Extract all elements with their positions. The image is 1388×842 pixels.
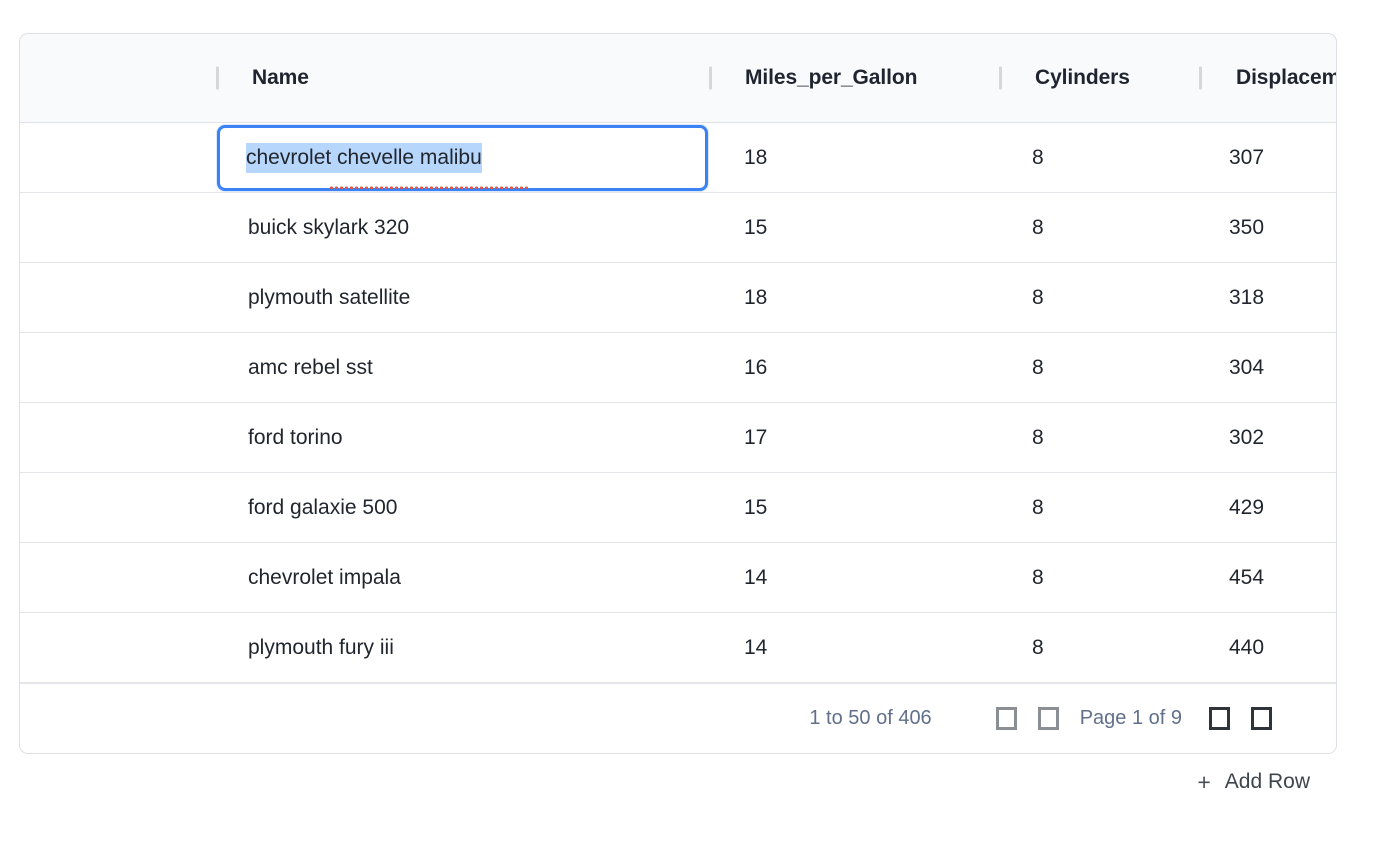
cell-cylinders[interactable]: 8 bbox=[1032, 216, 1044, 239]
cell-name[interactable]: plymouth fury iii bbox=[248, 636, 394, 659]
column-resize-grip-cylinders[interactable] bbox=[999, 66, 1002, 90]
column-header-cylinders[interactable]: Cylinders bbox=[999, 34, 1199, 123]
column-resize-grip-miles-per-gallon[interactable] bbox=[709, 66, 712, 90]
previous-page-icon bbox=[1038, 707, 1060, 730]
cell-miles-per-gallon[interactable]: 18 bbox=[744, 146, 768, 169]
add-row-label: Add Row bbox=[1224, 770, 1310, 793]
first-page-button[interactable] bbox=[986, 698, 1028, 740]
cell-cylinders[interactable]: 8 bbox=[1032, 146, 1044, 169]
cell-miles-per-gallon[interactable]: 14 bbox=[744, 566, 768, 589]
column-header-label-displacement: Displacement bbox=[1236, 66, 1337, 89]
cell-name[interactable]: plymouth satellite bbox=[248, 286, 411, 309]
row-select-cell[interactable] bbox=[20, 263, 216, 333]
row-select-cell[interactable] bbox=[20, 473, 216, 543]
column-header-displacement[interactable]: Displacement bbox=[1199, 34, 1337, 123]
cell-cylinders[interactable]: 8 bbox=[1032, 426, 1044, 449]
row-select-cell[interactable] bbox=[20, 333, 216, 403]
cell-displacement[interactable]: 440 bbox=[1229, 636, 1265, 659]
cell-displacement[interactable]: 350 bbox=[1229, 216, 1265, 239]
cell-name[interactable]: chevrolet chevelle malibu bbox=[216, 123, 709, 193]
table-row[interactable]: amc rebel sst 16 8 304 bbox=[20, 333, 1336, 403]
column-header-select[interactable] bbox=[20, 34, 216, 123]
grid-body: chevrolet chevelle malibu 18 8 307 buick… bbox=[20, 123, 1336, 683]
table-row[interactable]: buick skylark 320 15 8 350 bbox=[20, 193, 1336, 263]
previous-page-button[interactable] bbox=[1028, 698, 1070, 740]
cell-name[interactable]: chevrolet impala bbox=[248, 566, 401, 589]
cell-cylinders[interactable]: 8 bbox=[1032, 636, 1044, 659]
cell-cylinders[interactable]: 8 bbox=[1032, 566, 1044, 589]
first-page-icon bbox=[996, 707, 1018, 730]
row-select-cell[interactable] bbox=[20, 403, 216, 473]
row-select-cell[interactable] bbox=[20, 123, 216, 193]
table-row[interactable]: plymouth satellite 18 8 318 bbox=[20, 263, 1336, 333]
last-page-icon bbox=[1250, 707, 1272, 730]
cell-displacement[interactable]: 454 bbox=[1229, 566, 1265, 589]
table-row[interactable]: chevrolet chevelle malibu 18 8 307 bbox=[20, 123, 1336, 193]
cell-editor-name[interactable]: chevrolet chevelle malibu bbox=[217, 125, 708, 191]
column-header-label-cylinders: Cylinders bbox=[1035, 66, 1130, 89]
column-resize-grip-name[interactable] bbox=[216, 66, 219, 90]
pagination-summary: 1 to 50 of 406 bbox=[809, 707, 932, 729]
plus-icon: + bbox=[1197, 768, 1211, 795]
table-row[interactable]: ford torino 17 8 302 bbox=[20, 403, 1336, 473]
cell-displacement[interactable]: 307 bbox=[1229, 146, 1265, 169]
data-grid: Name Miles_per_Gallon Cylinders Displace… bbox=[19, 33, 1337, 754]
cell-miles-per-gallon[interactable]: 15 bbox=[744, 496, 768, 519]
column-header-label-name: Name bbox=[252, 66, 309, 89]
cell-displacement[interactable]: 302 bbox=[1229, 426, 1265, 449]
next-page-button[interactable] bbox=[1198, 698, 1240, 740]
pagination-bar: 1 to 50 of 406 Page 1 of 9 bbox=[20, 683, 1336, 753]
column-resize-grip-displacement[interactable] bbox=[1199, 66, 1202, 90]
row-select-cell[interactable] bbox=[20, 613, 216, 683]
cell-miles-per-gallon[interactable]: 14 bbox=[744, 636, 768, 659]
grid-header-row: Name Miles_per_Gallon Cylinders Displace… bbox=[20, 34, 1336, 123]
cell-displacement[interactable]: 429 bbox=[1229, 496, 1265, 519]
cell-miles-per-gallon[interactable]: 18 bbox=[744, 286, 768, 309]
row-select-cell[interactable] bbox=[20, 543, 216, 613]
cell-miles-per-gallon[interactable]: 15 bbox=[744, 216, 768, 239]
cell-name[interactable]: amc rebel sst bbox=[248, 356, 373, 379]
cell-displacement[interactable]: 304 bbox=[1229, 356, 1265, 379]
column-header-name[interactable]: Name bbox=[216, 34, 709, 123]
cell-name[interactable]: ford galaxie 500 bbox=[248, 496, 398, 519]
cell-cylinders[interactable]: 8 bbox=[1032, 286, 1044, 309]
cell-name[interactable]: ford torino bbox=[248, 426, 343, 449]
cell-miles-per-gallon[interactable]: 16 bbox=[744, 356, 768, 379]
column-header-label-miles-per-gallon: Miles_per_Gallon bbox=[745, 66, 918, 89]
next-page-icon bbox=[1208, 707, 1230, 730]
pagination-page-label: Page 1 of 9 bbox=[1079, 707, 1182, 729]
cell-miles-per-gallon[interactable]: 17 bbox=[744, 426, 768, 449]
cell-cylinders[interactable]: 8 bbox=[1032, 356, 1044, 379]
cell-cylinders[interactable]: 8 bbox=[1032, 496, 1044, 519]
table-row[interactable]: plymouth fury iii 14 8 440 bbox=[20, 613, 1336, 683]
last-page-button[interactable] bbox=[1240, 698, 1282, 740]
add-row-button[interactable]: + Add Row bbox=[1197, 770, 1310, 794]
table-row[interactable]: ford galaxie 500 15 8 429 bbox=[20, 473, 1336, 543]
column-header-miles-per-gallon[interactable]: Miles_per_Gallon bbox=[709, 34, 999, 123]
spellcheck-underline-icon bbox=[329, 186, 528, 189]
cell-displacement[interactable]: 318 bbox=[1229, 286, 1265, 309]
table-row[interactable]: chevrolet impala 14 8 454 bbox=[20, 543, 1336, 613]
cell-name[interactable]: buick skylark 320 bbox=[248, 216, 410, 239]
row-select-cell[interactable] bbox=[20, 193, 216, 263]
cell-editor-value[interactable]: chevrolet chevelle malibu bbox=[246, 143, 482, 173]
